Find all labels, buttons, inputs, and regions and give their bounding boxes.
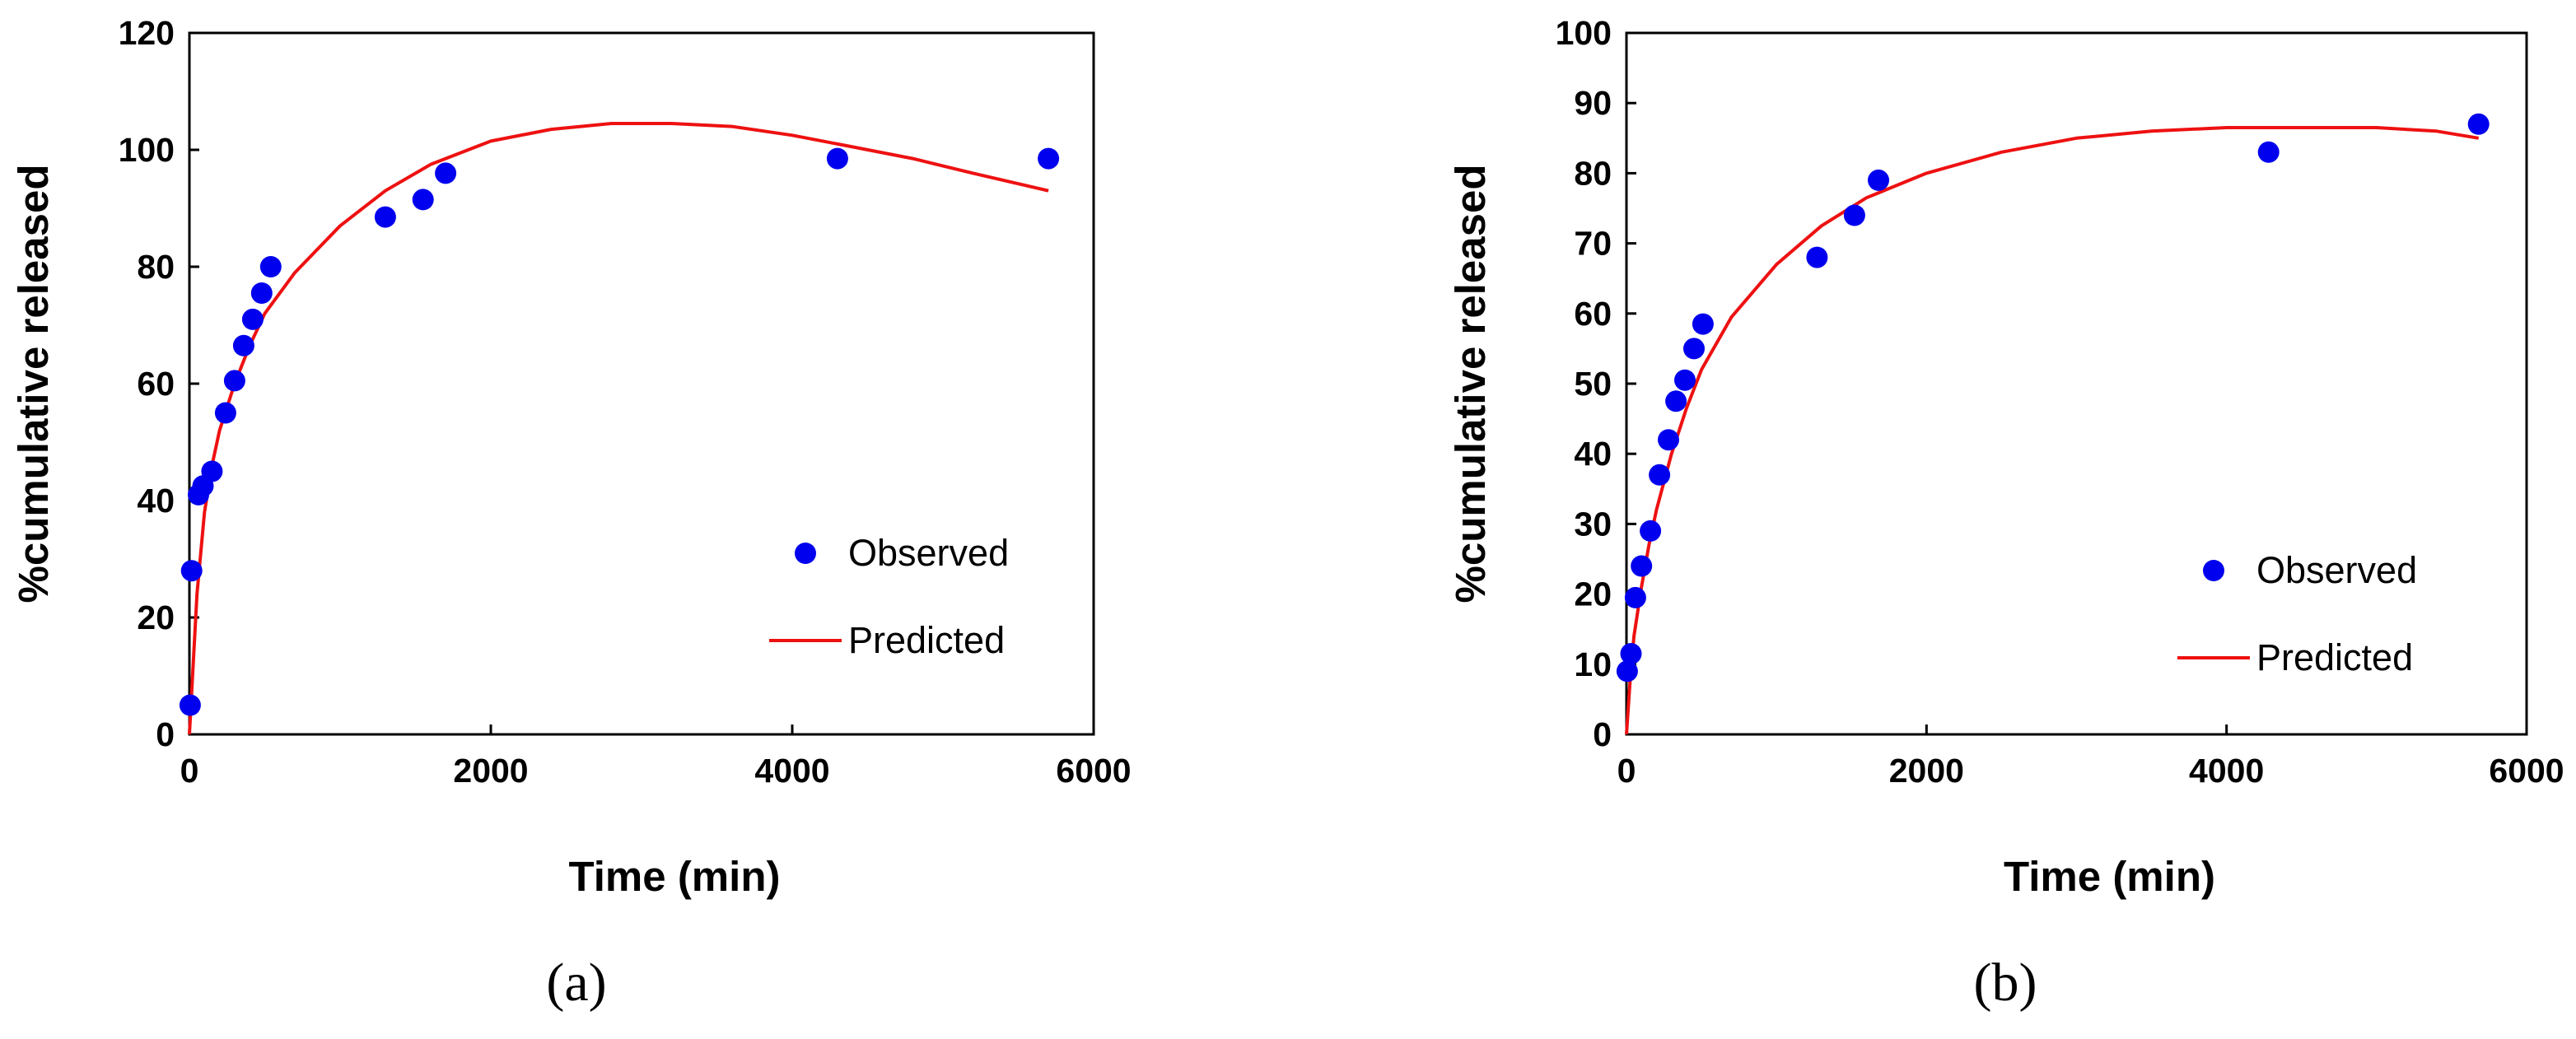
- y-tick-label: 60: [137, 365, 175, 403]
- observed-point: [1683, 338, 1705, 360]
- legend-label: Observed: [848, 532, 1009, 574]
- x-tick-label: 6000: [1056, 752, 1131, 790]
- y-tick-label: 80: [137, 248, 175, 286]
- observed-point: [232, 334, 254, 356]
- legend-observed-marker: [2203, 560, 2224, 581]
- x-tick-label: 0: [1617, 752, 1636, 790]
- observed-point: [826, 147, 848, 170]
- observed-point: [1843, 204, 1865, 226]
- y-tick-label: 90: [1574, 84, 1612, 122]
- observed-point: [1665, 390, 1687, 412]
- observed-point: [179, 694, 201, 716]
- observed-point: [412, 189, 434, 211]
- panel-label: (b): [1974, 953, 2037, 1013]
- y-tick-label: 40: [1574, 435, 1612, 473]
- x-tick-label: 4000: [754, 752, 829, 790]
- observed-point: [2467, 113, 2490, 135]
- y-tick-label: 50: [1574, 365, 1612, 403]
- y-axis-title: %cumulative released: [1447, 165, 1494, 603]
- panel-label: (a): [546, 953, 606, 1013]
- y-tick-label: 40: [137, 482, 175, 520]
- y-tick-label: 60: [1574, 295, 1612, 333]
- y-tick-label: 30: [1574, 505, 1612, 543]
- observed-point: [1631, 555, 1653, 577]
- legend-label: Predicted: [2256, 636, 2413, 678]
- observed-point: [374, 206, 396, 228]
- x-tick-label: 2000: [453, 752, 528, 790]
- y-tick-label: 100: [119, 131, 175, 169]
- observed-point: [250, 282, 273, 304]
- observed-point: [1692, 313, 1714, 335]
- x-axis-title: Time (min): [2004, 853, 2215, 900]
- observed-point: [1674, 369, 1696, 391]
- y-tick-label: 10: [1574, 645, 1612, 683]
- observed-point: [1616, 660, 1638, 683]
- y-tick-label: 0: [1593, 715, 1612, 753]
- x-tick-label: 2000: [1889, 752, 1964, 790]
- observed-point: [2257, 141, 2280, 163]
- observed-point: [1658, 429, 1679, 451]
- observed-point: [1806, 246, 1828, 268]
- observed-point: [1038, 147, 1060, 170]
- observed-point: [241, 308, 264, 330]
- y-tick-label: 80: [1574, 154, 1612, 192]
- observed-point: [180, 560, 203, 582]
- y-tick-label: 0: [156, 715, 175, 753]
- y-tick-label: 20: [1574, 575, 1612, 613]
- legend-label: Predicted: [848, 619, 1005, 661]
- observed-point: [259, 256, 282, 277]
- observed-point: [1649, 464, 1671, 486]
- observed-point: [435, 162, 457, 184]
- chart-panel-a: 0 20 40 60 80 100 120 0 2000 4000 6000 Time (min) %c…: [10, 14, 1132, 1013]
- y-axis-title: %cumulative released: [10, 165, 57, 603]
- observed-point: [201, 460, 223, 482]
- observed-point: [1620, 643, 1642, 664]
- x-tick-label: 6000: [2489, 752, 2564, 790]
- chart-panel-b: 0 10 20 30 40 50 60 70 80 90 100 0 2000 4000 6000 Time …: [1447, 14, 2564, 1013]
- legend-observed-marker: [795, 543, 816, 564]
- y-tick-label: 20: [137, 599, 175, 636]
- x-tick-label: 0: [180, 752, 199, 790]
- y-tick-label: 70: [1574, 225, 1612, 263]
- observed-point: [1624, 586, 1646, 608]
- legend-label: Observed: [2256, 549, 2417, 591]
- observed-point: [214, 402, 236, 424]
- x-tick-label: 4000: [2189, 752, 2264, 790]
- x-axis-title: Time (min): [569, 853, 781, 900]
- observed-point: [223, 370, 245, 392]
- y-tick-label: 100: [1556, 14, 1612, 52]
- observed-point: [1640, 520, 1662, 542]
- observed-point: [1868, 169, 1889, 191]
- y-tick-label: 120: [119, 14, 175, 52]
